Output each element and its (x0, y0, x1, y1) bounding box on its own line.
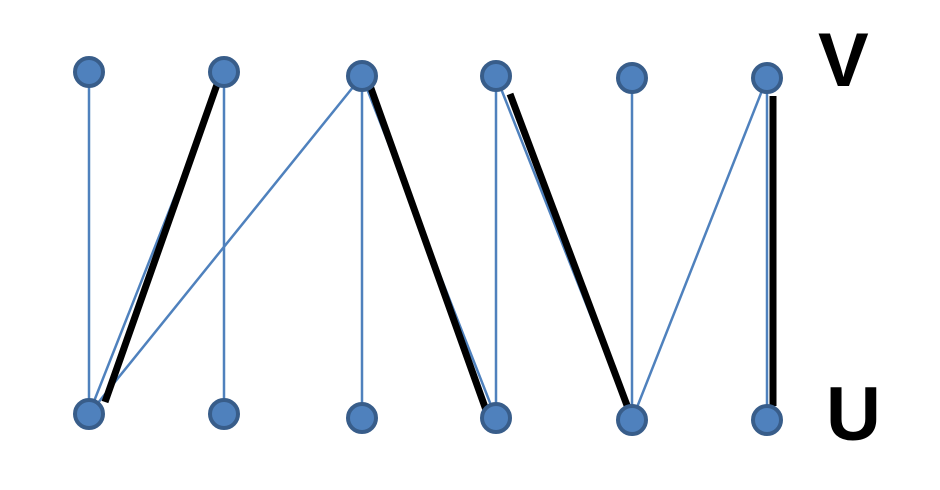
node-v4 (480, 60, 512, 92)
edge-v3-u1 (88, 75, 363, 415)
matching-edges-layer (101, 74, 777, 412)
edge-v6-u5 (630, 77, 769, 421)
node-v1 (73, 56, 105, 88)
matching-edge-v4-u5 (506, 92, 632, 410)
node-u5 (616, 404, 648, 436)
node-v6 (751, 62, 783, 94)
top-set-label: V (818, 18, 869, 103)
matching-edge-v2-u1 (101, 74, 224, 404)
node-u2 (208, 398, 240, 430)
node-v2 (208, 56, 240, 88)
node-v3 (346, 60, 378, 92)
bottom-set-label: U (826, 372, 881, 457)
node-u4 (480, 402, 512, 434)
node-v5 (616, 62, 648, 94)
node-u3 (346, 402, 378, 434)
nodes-layer (73, 56, 783, 436)
node-u1 (73, 398, 105, 430)
node-u6 (751, 404, 783, 436)
matching-edge-v3-u4 (364, 78, 490, 412)
